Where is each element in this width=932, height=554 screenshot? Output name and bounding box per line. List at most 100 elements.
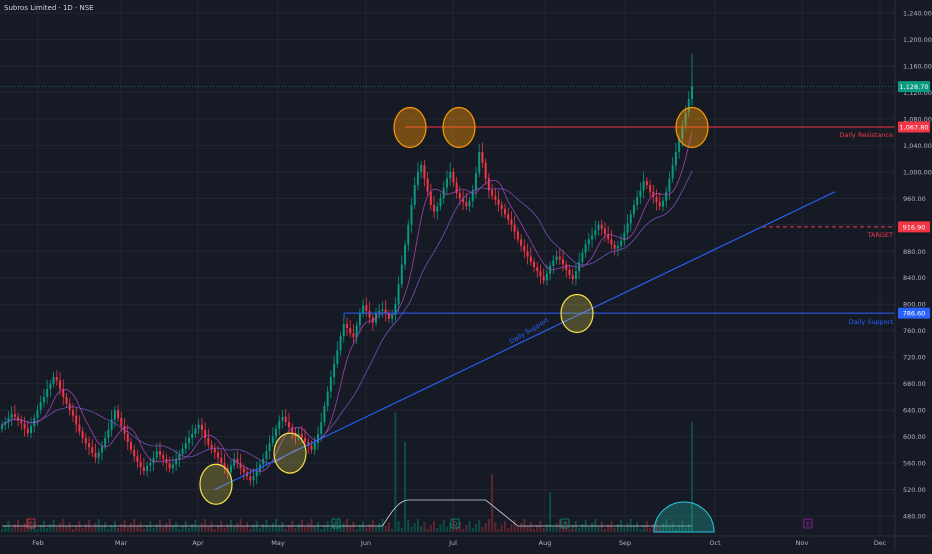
volume-bar [168,519,171,532]
resistance-label: Daily Resistance [839,131,893,139]
candle-body [684,112,687,126]
candle-body [220,457,223,464]
event-marker-letter: E [563,521,567,528]
volume-bar [661,523,664,532]
y-tick-label: 880.00 [903,248,926,256]
volume-bar [20,527,23,532]
candle-body [155,451,158,458]
target-label: TARGET [866,231,893,239]
x-tick-label: Nov [796,539,809,547]
candle-body [400,264,403,285]
volume-bar [674,529,677,532]
candle-body [594,230,597,236]
volume-bar [226,524,229,532]
volume-bar [268,527,271,532]
candle-body [513,224,516,232]
candle-body [574,271,577,280]
grid-layer [0,0,895,536]
volume-bar [7,521,10,532]
volume-bar [516,527,519,532]
candle-body [223,463,226,469]
volume-bar [378,523,381,532]
candle-body [278,420,281,429]
volume-bar [55,527,58,532]
candle-body [71,410,74,416]
volume-bar [387,522,390,532]
volume-bar [642,525,645,532]
volume-bar [68,522,71,532]
volume-layer [1,412,693,532]
candle-body [59,380,62,389]
y-tick-label: 480.00 [903,513,926,521]
candle-body [487,178,490,191]
volume-bar [687,524,690,532]
candle-body [91,447,94,454]
event-marker-letter: E [29,521,33,528]
resistance-price-badge-text: 1,067.80 [900,123,929,131]
candle-body [629,214,632,224]
candle-body [291,427,294,433]
volume-bar [213,529,216,532]
volume-bar [497,529,500,532]
volume-bar [36,529,39,532]
y-tick-label: 1,160.00 [903,62,932,70]
candle-body [581,252,584,262]
candle-body [333,363,336,378]
y-tick-label: 960.00 [903,195,926,203]
volume-bar [220,521,223,532]
candle-body [339,335,342,351]
y-tick-label: 520.00 [903,486,926,494]
candle-body [136,456,139,462]
candle-body [336,350,339,364]
volume-bar [13,524,16,532]
volume-bar [623,527,626,532]
candle-body [449,171,452,179]
volume-bar [329,528,332,532]
candle-body [529,256,532,262]
volume-bar [239,519,242,532]
volume-bar [249,529,252,532]
candle-body [584,244,587,253]
volume-bar [510,524,513,532]
volume-bar [533,529,536,532]
x-tick-label: Aug [539,539,552,547]
volume-bar [539,521,542,532]
candle-body [555,256,558,261]
volume-bar [42,521,45,532]
volume-bar [487,519,490,532]
volume-bar [297,524,300,532]
candle-body [571,275,574,280]
volume-bar [684,528,687,532]
candle-body [120,418,123,426]
volume-bar [188,528,191,532]
candle-body [129,441,132,450]
volume-bar [542,528,545,532]
volume-bar [607,525,610,532]
candle-body [678,138,681,152]
volume-bar [139,522,142,532]
volume-bar [91,527,94,532]
volume-bar [523,519,526,532]
volume-bar [429,525,432,532]
volume-bar [545,524,548,532]
candle-body [549,265,552,274]
volume-bar [445,527,448,532]
candle-body [500,204,503,209]
candle-body [88,443,91,448]
volume-bar [468,521,471,532]
candle-body [620,240,623,246]
event-marker [560,518,570,529]
candle-body [458,193,461,199]
candle-body [191,433,194,438]
volume-bar [1,529,3,532]
y-tick-label: 680.00 [903,380,926,388]
candle-body [113,410,116,420]
candle-body [416,171,419,186]
candle-body [104,437,107,447]
candle-body [613,244,616,249]
candle-body [249,476,252,481]
volume-bar [458,522,461,532]
